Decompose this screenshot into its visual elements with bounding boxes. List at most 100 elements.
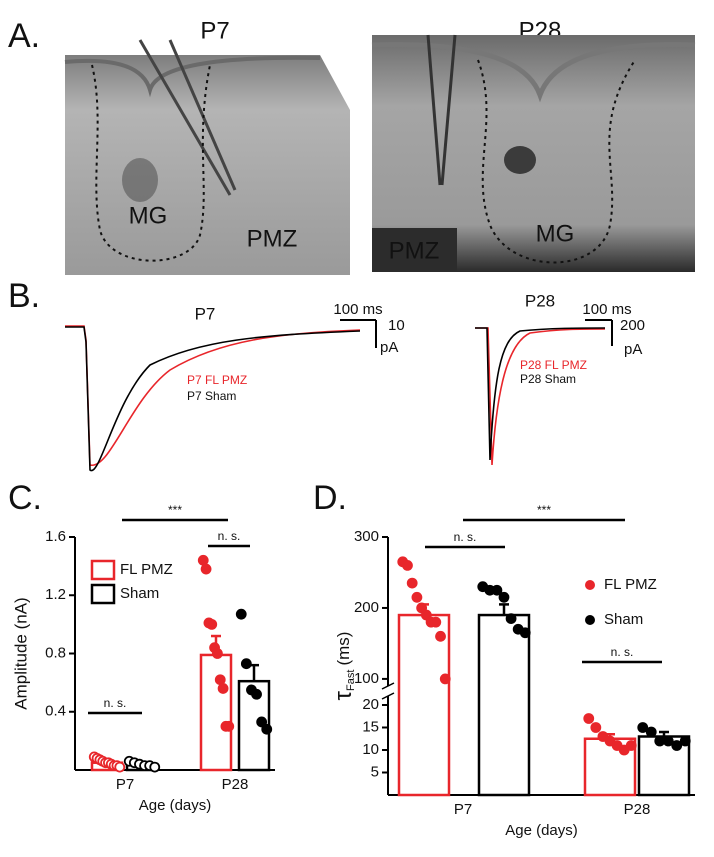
data-point [505, 613, 517, 624]
panel-label: D. [313, 479, 347, 517]
region-label: PMZ [389, 237, 440, 264]
data-point [200, 563, 212, 575]
bar [477, 613, 531, 797]
scale-bar [340, 319, 377, 348]
data-point [625, 740, 637, 751]
significance-label: *** [537, 503, 551, 517]
trace-legend: P7 Sham [187, 389, 236, 403]
traces-p7 [65, 325, 361, 472]
region-label: MG [129, 202, 168, 229]
y-tick-label: 20 [362, 696, 379, 713]
data-point [240, 658, 252, 670]
significance-label: n. s. [454, 530, 477, 544]
y-tick-label: 10 [362, 741, 379, 758]
panel-label: A. [8, 17, 40, 55]
data-point [435, 630, 446, 642]
x-axis-label: Age (days) [139, 797, 212, 814]
data-point [261, 723, 273, 735]
x-tick-label: P7 [116, 776, 134, 793]
data-point [645, 726, 657, 738]
significance-label: n. s. [104, 696, 127, 710]
legend-marker [90, 559, 116, 581]
legend-marker [585, 615, 595, 625]
axis-break [381, 682, 395, 690]
data-point [223, 720, 235, 732]
y-tick-label: 1.2 [45, 586, 66, 603]
data-point [214, 674, 226, 686]
data-point [114, 761, 126, 773]
legend-label: FL PMZ [120, 561, 173, 578]
significance-label: *** [168, 503, 182, 517]
data-point [206, 618, 218, 630]
y-label-unit: (ms) [334, 632, 353, 666]
data-point [662, 735, 674, 747]
x-tick-label: P28 [222, 776, 249, 793]
significance-label: n. s. [218, 529, 241, 543]
data-point [491, 584, 503, 596]
data-point [256, 716, 268, 728]
data-point [519, 627, 531, 639]
panel-label: C. [8, 479, 42, 517]
y-tick-label: 0.4 [45, 703, 66, 720]
legend-marker [585, 580, 595, 590]
x-tick-label: P28 [624, 801, 651, 818]
data-point [402, 559, 413, 571]
data-point [637, 722, 649, 733]
image-title: P7 [200, 17, 229, 44]
y-axis-label: Amplitude (nA) [11, 597, 30, 709]
data-point [235, 608, 247, 620]
data-point [251, 688, 262, 700]
y-tick-label: 15 [362, 718, 379, 735]
data-point [406, 577, 418, 589]
legend-marker [90, 583, 116, 605]
data-point [671, 740, 683, 751]
y-label-symbol: τ [330, 690, 357, 700]
x-axis-label: Age (days) [505, 822, 578, 839]
y-tick-label: 0.8 [45, 644, 66, 661]
legend-label: Sham [120, 585, 159, 602]
y-axis-label: τFast (ms) [330, 632, 357, 701]
trace-title: P7 [195, 304, 216, 323]
micrograph-p28 [371, 34, 696, 272]
scale-label: 100 ms [333, 301, 382, 318]
data-point [439, 673, 451, 685]
legend-label: Sham [604, 611, 643, 628]
scale-label: 10 [388, 317, 405, 334]
trace-legend: P7 FL PMZ [187, 373, 247, 387]
traces-p28 [475, 327, 606, 466]
data-point [411, 591, 423, 603]
axis-break [381, 692, 395, 700]
x-tick-label: P7 [454, 801, 472, 818]
y-tick-label: 1.6 [45, 528, 66, 545]
legend-label: FL PMZ [604, 576, 657, 593]
data-point [149, 761, 161, 773]
data-point [583, 713, 595, 724]
scale-label: pA [380, 339, 398, 356]
data-point [498, 591, 510, 603]
data-point [212, 648, 223, 659]
y-tick-label: 100 [354, 670, 379, 687]
bar [397, 613, 451, 797]
trace-legend: P28 FL PMZ [520, 358, 587, 372]
significance-label: n. s. [611, 645, 634, 659]
scale-label: 200 [620, 317, 645, 334]
bar [199, 653, 233, 772]
trace-title: P28 [525, 291, 555, 310]
y-label-subscript: Fast [345, 670, 357, 691]
data-point [197, 554, 209, 566]
y-tick-label: 200 [354, 599, 379, 616]
y-tick-label: 5 [371, 763, 379, 780]
trace-legend: P28 Sham [520, 372, 576, 386]
region-label: MG [536, 220, 575, 247]
data-point [679, 735, 691, 747]
panel-label: B. [8, 277, 40, 315]
y-tick-label: 300 [354, 528, 379, 545]
data-point [217, 683, 229, 694]
micrograph-p7 [64, 39, 350, 275]
data-point [590, 722, 602, 733]
data-point [430, 616, 442, 628]
scale-label: pA [624, 341, 642, 358]
scale-label: 100 ms [582, 301, 631, 318]
scale-bar [585, 319, 613, 346]
